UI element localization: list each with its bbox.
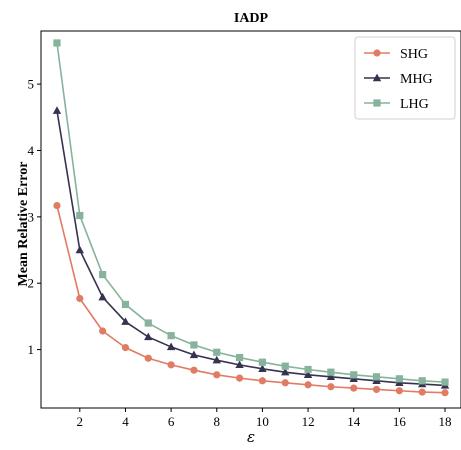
x-tick-label: 10 — [256, 414, 269, 429]
data-point-lhg — [258, 358, 267, 366]
data-point-shg — [372, 385, 381, 394]
data-point-shg — [99, 327, 107, 335]
y-tick-label: 2 — [28, 276, 35, 291]
data-point-shg — [235, 374, 244, 382]
plot-frame — [40, 30, 461, 409]
data-point-shg — [213, 371, 221, 379]
x-tick-label: 18 — [439, 414, 452, 429]
data-point-mhg — [166, 342, 176, 351]
chart-title: IADP — [234, 11, 269, 26]
x-tick-label: 14 — [347, 414, 361, 429]
legend-label-mhg: MHG — [400, 72, 433, 87]
data-point-lhg — [167, 332, 175, 340]
series-shg — [53, 201, 449, 397]
data-point-mhg — [121, 317, 130, 325]
data-point-lhg — [441, 378, 449, 386]
data-point-lhg — [350, 371, 358, 379]
data-point-shg — [395, 387, 403, 395]
data-point-lhg — [53, 39, 61, 47]
data-point-mhg — [75, 245, 85, 254]
data-point-shg — [121, 344, 130, 352]
data-point-mhg — [303, 370, 313, 379]
legend-label-shg: SHG — [400, 47, 428, 62]
data-point-mhg — [326, 372, 336, 381]
series-line-mhg — [56, 110, 446, 387]
data-point-lhg — [213, 348, 221, 356]
series-line-lhg — [56, 42, 446, 383]
x-axis-label: ε — [247, 428, 255, 446]
data-point-mhg — [235, 360, 244, 369]
data-point-lhg — [144, 319, 152, 327]
data-point-shg — [190, 366, 198, 374]
y-tick-label: 3 — [28, 209, 35, 224]
data-point-lhg — [281, 362, 289, 370]
y-tick-label: 5 — [28, 77, 35, 92]
data-point-lhg — [304, 365, 312, 374]
data-point-lhg — [327, 368, 335, 376]
data-point-shg — [167, 361, 175, 369]
data-point-shg — [418, 388, 426, 396]
data-point-shg — [441, 389, 449, 397]
data-point-mhg — [98, 292, 107, 301]
data-point-shg — [327, 383, 335, 391]
series-mhg — [52, 106, 450, 389]
legend-frame — [354, 36, 456, 120]
data-point-shg — [76, 294, 84, 303]
legend: SHG MHG LHG — [354, 36, 456, 120]
data-point-mhg — [144, 332, 153, 341]
legend-label-lhg: LHG — [400, 97, 429, 112]
x-tick-label: 4 — [122, 414, 129, 429]
x-tick-label: 2 — [77, 414, 84, 429]
x-tick-label: 12 — [302, 414, 315, 429]
data-point-lhg — [235, 353, 244, 362]
y-tick-label: 4 — [28, 143, 35, 158]
legend-marker-mhg — [372, 73, 382, 82]
data-point-shg — [281, 379, 289, 387]
series-lhg — [53, 39, 449, 386]
data-point-shg — [258, 377, 267, 385]
data-point-mhg — [212, 355, 221, 364]
y-tick-label: 1 — [28, 342, 35, 357]
data-point-lhg — [395, 375, 403, 383]
data-point-shg — [53, 201, 61, 210]
series-layer — [52, 39, 450, 397]
data-point-shg — [304, 381, 312, 389]
data-point-mhg — [52, 106, 62, 114]
data-point-shg — [144, 354, 152, 362]
data-point-mhg — [189, 350, 199, 359]
data-point-mhg — [258, 364, 267, 373]
data-point-lhg — [190, 341, 198, 349]
x-tick-label: 16 — [393, 414, 407, 429]
data-point-lhg — [99, 270, 107, 279]
data-point-shg — [350, 384, 358, 392]
series-line-shg — [56, 205, 446, 394]
data-point-lhg — [121, 300, 130, 309]
data-point-lhg — [372, 373, 381, 381]
data-point-mhg — [281, 367, 290, 376]
x-tick-label: 8 — [214, 414, 221, 429]
legend-marker-shg — [373, 49, 381, 57]
data-point-lhg — [418, 377, 426, 385]
legend-marker-lhg — [373, 99, 381, 107]
data-point-lhg — [76, 211, 84, 220]
x-tick-label: 6 — [168, 414, 175, 429]
y-axis-label: Mean Relative Error — [16, 162, 31, 287]
